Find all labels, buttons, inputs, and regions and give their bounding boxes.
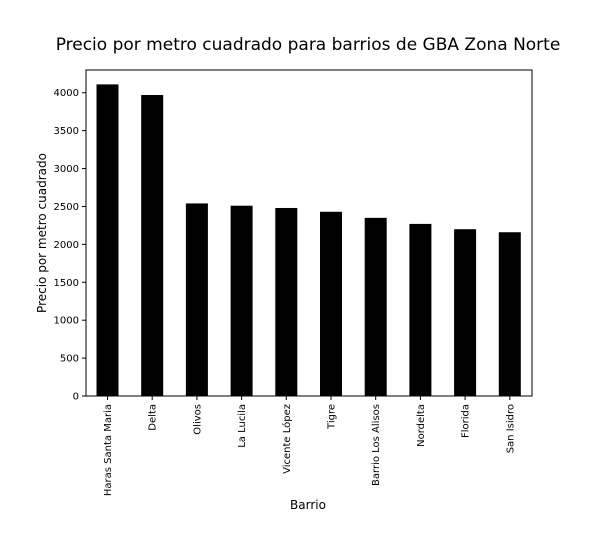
x-axis-label: Barrio (290, 498, 326, 512)
x-tick-label: San Isidro (505, 404, 516, 453)
x-tick-label: Nordelta (416, 404, 427, 447)
bar (141, 95, 164, 397)
bar (320, 211, 342, 396)
y-axis: 0 500 1000 1500 2000 2500 3000 3500 4000 (54, 88, 86, 403)
y-tick-label: 4000 (54, 88, 79, 99)
x-tick-label: La Lucila (237, 404, 248, 448)
bars-group (96, 84, 521, 397)
y-tick-label: 2500 (54, 202, 79, 213)
y-tick-label: 0 (73, 392, 79, 403)
y-tick-label: 1500 (54, 278, 79, 289)
x-tick-label: Vicente López (281, 404, 293, 474)
bar (454, 229, 477, 396)
bar (409, 223, 432, 396)
chart-title: Precio por metro cuadrado para barrios d… (56, 35, 561, 55)
x-tick-label: Florida (461, 404, 472, 438)
x-tick-label: Olivos (192, 404, 203, 435)
bar (96, 84, 119, 397)
y-tick-label: 3000 (54, 164, 79, 175)
x-tick-label: Haras Santa Maria (103, 404, 114, 496)
plot-frame (85, 69, 533, 397)
x-tick-label: Barrio Los Alisos (371, 404, 382, 486)
bar (275, 207, 298, 396)
bar (185, 203, 208, 396)
bar (230, 205, 253, 396)
y-tick-label: 500 (60, 354, 79, 365)
x-axis: Haras Santa Maria Delta Olivos La Lucila Vic… (103, 396, 516, 496)
y-tick-label: 2000 (54, 240, 79, 251)
y-tick-label: 1000 (54, 316, 79, 327)
y-axis-label: Precio por metro cuadrado (35, 153, 49, 313)
x-tick-label: Delta (148, 404, 159, 431)
x-tick-label: Tigre (327, 404, 338, 430)
y-tick-label: 3500 (54, 126, 79, 137)
bar (498, 232, 521, 396)
bar (364, 217, 387, 396)
